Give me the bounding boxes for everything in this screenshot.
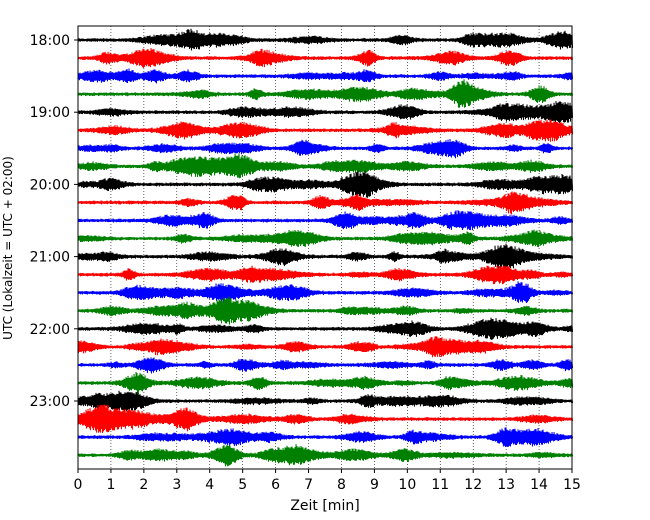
y-tick-label: 20:00 (30, 177, 70, 193)
trace-line (77, 357, 574, 374)
trace-line (77, 210, 574, 231)
trace-line (77, 138, 574, 159)
x-tick-label: 0 (74, 477, 83, 493)
x-axis-label: Zeit [min] (290, 498, 359, 514)
trace-line (77, 404, 574, 434)
trace-line (77, 427, 574, 448)
grid-layer (110, 26, 540, 469)
trace-line (77, 281, 574, 304)
x-tick-label: 1 (106, 477, 115, 493)
trace-line (77, 101, 574, 124)
x-tick-label: 7 (304, 477, 313, 493)
x-tick-label: 8 (337, 477, 346, 493)
trace-line (77, 296, 574, 325)
x-tick-label: 13 (497, 477, 515, 493)
trace-line (77, 28, 574, 51)
trace-line (77, 372, 574, 395)
y-tick-label: 22:00 (30, 322, 70, 338)
x-axis-ticks: 0 1 2 3 4 5 6 7 8 9 10 11 12 13 14 15 (74, 469, 581, 493)
x-tick-label: 9 (370, 477, 379, 493)
trace-line (77, 444, 574, 467)
y-tick-label: 19:00 (30, 105, 70, 121)
x-tick-label: 6 (271, 477, 280, 493)
x-tick-label: 10 (398, 477, 416, 493)
x-tick-label: 15 (563, 477, 581, 493)
x-tick-label: 14 (530, 477, 548, 493)
trace-line (77, 79, 574, 108)
trace-line (77, 153, 574, 179)
y-axis-label: UTC (Lokalzeit = UTC + 02:00) (1, 156, 15, 340)
trace-line (77, 229, 574, 248)
trace-line (77, 191, 574, 215)
trace-line (77, 68, 574, 84)
y-tick-label: 23:00 (30, 394, 70, 410)
x-tick-label: 4 (205, 477, 214, 493)
trace-layer (77, 28, 574, 467)
trace-line (77, 317, 574, 340)
trace-line (77, 390, 574, 412)
trace-line (77, 170, 574, 198)
x-tick-label: 3 (172, 477, 181, 493)
trace-line (77, 48, 574, 68)
trace-line (77, 243, 574, 270)
trace-line (77, 336, 574, 358)
x-tick-label: 12 (464, 477, 482, 493)
y-tick-label: 18:00 (30, 33, 70, 49)
y-axis-ticks: 18:00 19:00 20:00 21:00 22:00 23:00 (30, 33, 78, 410)
x-tick-label: 11 (431, 477, 449, 493)
x-tick-label: 5 (238, 477, 247, 493)
x-tick-label: 2 (139, 477, 148, 493)
plot-frame (77, 25, 573, 470)
y-tick-label: 21:00 (30, 250, 70, 266)
trace-line (77, 119, 574, 142)
